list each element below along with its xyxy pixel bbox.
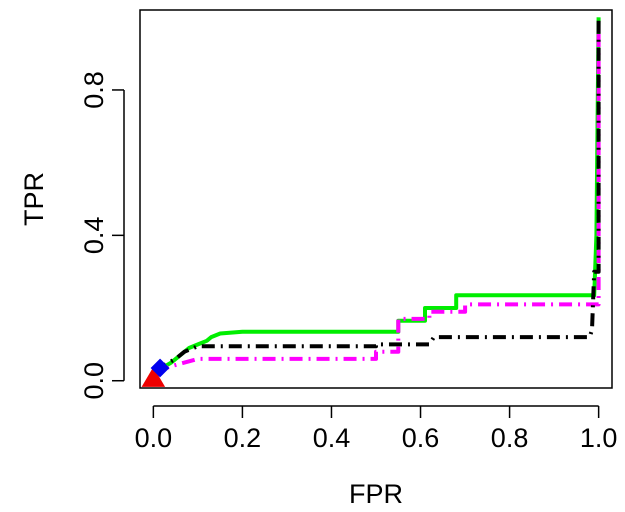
x-tick-label: 0.8 [491, 423, 529, 453]
marker-layer [141, 358, 170, 387]
x-axis-label: FPR [349, 479, 403, 509]
x-tick-label: 1.0 [580, 423, 618, 453]
y-axis: 0.0 0.4 0.8 [79, 71, 125, 400]
diamond-marker [150, 358, 170, 378]
y-tick-label: 0.4 [79, 217, 109, 255]
x-tick-label: 0.2 [224, 423, 262, 453]
series-line-3 [151, 17, 601, 382]
plot-frame [139, 9, 613, 389]
y-tick-label: 0.0 [79, 362, 109, 400]
x-tick-label: 0.6 [402, 423, 440, 453]
x-tick-label: 0.4 [313, 423, 351, 453]
x-tick-label: 0.0 [135, 423, 173, 453]
series-line-1 [151, 17, 601, 382]
triangle-marker [141, 366, 166, 387]
series-layer [151, 17, 601, 382]
y-axis-label: TPR [19, 172, 49, 226]
series-line-2 [151, 28, 601, 382]
y-tick-label: 0.8 [79, 71, 109, 109]
x-axis: 0.0 0.2 0.4 0.6 0.8 1.0 [135, 405, 618, 453]
